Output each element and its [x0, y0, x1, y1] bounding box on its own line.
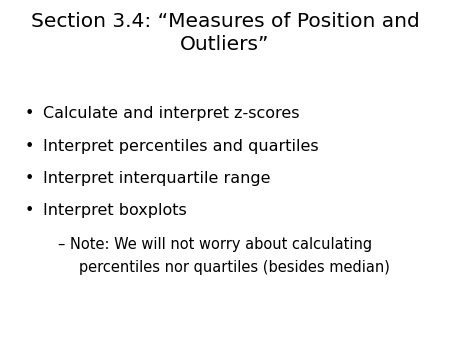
Text: Section 3.4: “Measures of Position and
Outliers”: Section 3.4: “Measures of Position and O… — [31, 12, 419, 54]
Text: Interpret boxplots: Interpret boxplots — [43, 203, 186, 218]
Text: Calculate and interpret z-scores: Calculate and interpret z-scores — [43, 106, 299, 121]
Text: •: • — [25, 106, 34, 121]
Text: •: • — [25, 171, 34, 186]
Text: Interpret percentiles and quartiles: Interpret percentiles and quartiles — [43, 139, 319, 153]
Text: •: • — [25, 139, 34, 153]
Text: – Note: We will not worry about calculating: – Note: We will not worry about calculat… — [58, 237, 373, 251]
Text: •: • — [25, 203, 34, 218]
Text: percentiles nor quartiles (besides median): percentiles nor quartiles (besides media… — [65, 260, 390, 275]
Text: Interpret interquartile range: Interpret interquartile range — [43, 171, 270, 186]
